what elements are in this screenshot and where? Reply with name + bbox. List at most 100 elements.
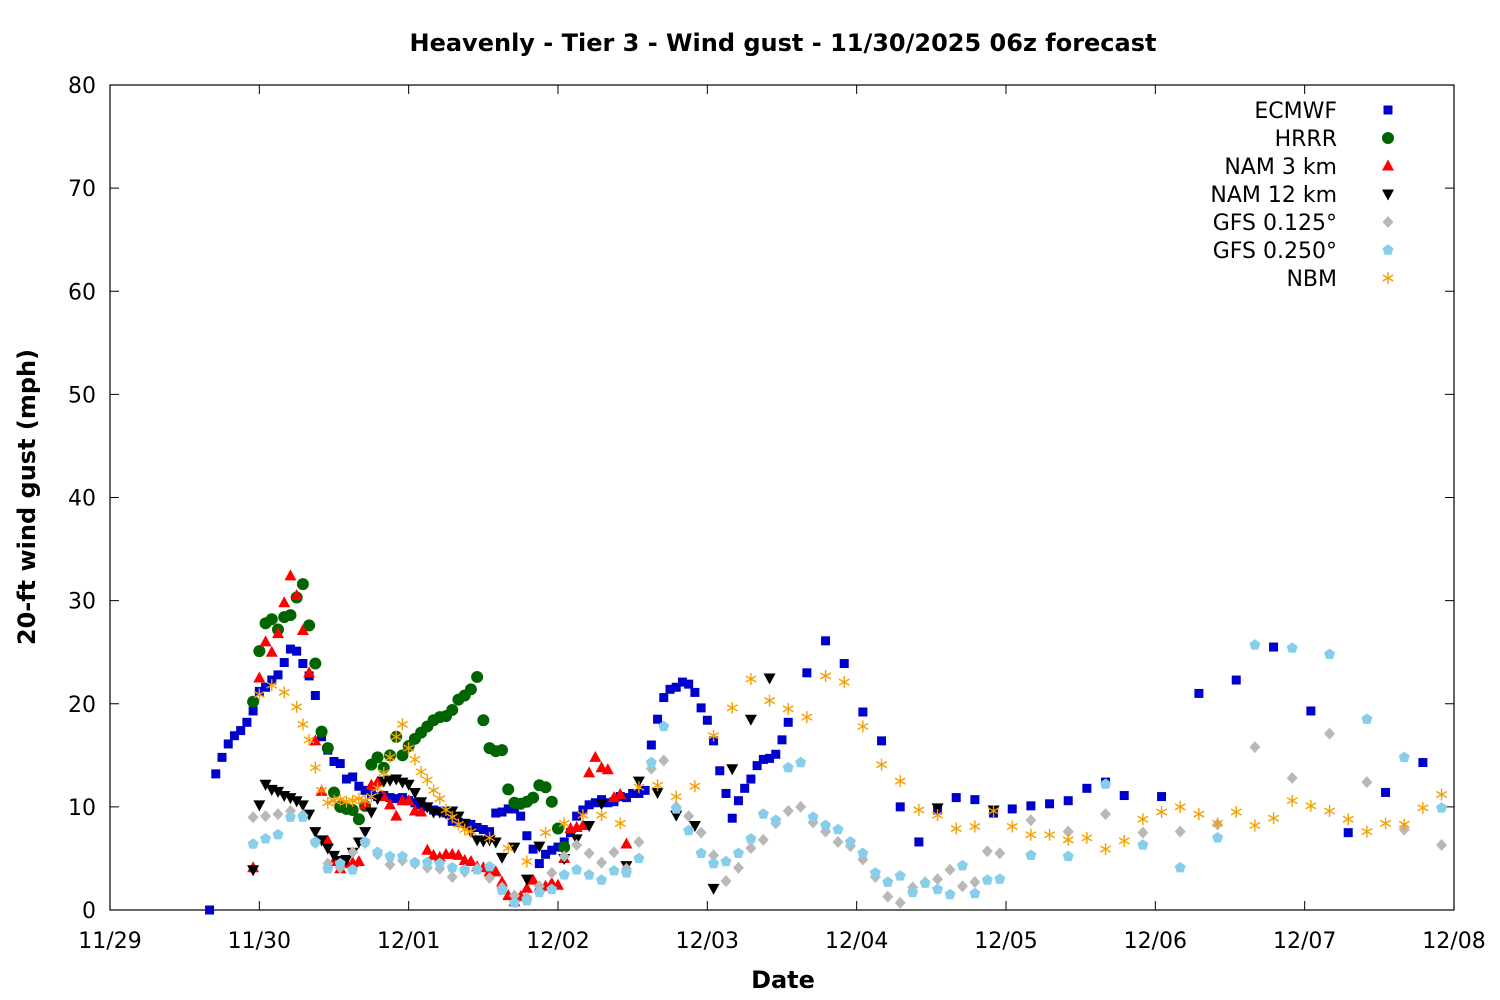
nam-3-km-point: [589, 750, 602, 762]
y-tick-label: 70: [68, 177, 96, 202]
nbm-point: [988, 805, 1000, 817]
nam-3-km-point: [278, 596, 291, 608]
ecmwf-point: [1306, 706, 1316, 716]
ecmwf-point: [478, 825, 488, 835]
ecmwf-point: [590, 798, 600, 808]
ecmwf-point: [821, 636, 831, 646]
gfs-0-125-point: [272, 808, 284, 821]
ecmwf-point: [696, 703, 706, 713]
nam-12-km-point: [726, 764, 739, 776]
legend-marker-nam-12-km: [1382, 189, 1394, 201]
nam-12-km-point: [520, 874, 533, 886]
ecmwf-point: [1026, 801, 1036, 811]
hrrr-point: [296, 578, 309, 591]
gfs-0-125-point: [633, 835, 645, 848]
nam-12-km-point: [296, 800, 309, 812]
nam-3-km-point: [309, 734, 322, 746]
gfs-0-250-point: [347, 863, 359, 875]
nbm-point: [1361, 825, 1373, 838]
ecmwf-point: [1119, 791, 1129, 801]
nam-12-km-point: [583, 820, 596, 832]
x-axis: 11/29 11/30 12/01 12/02 12/03 12/04 12/05 12/06…: [78, 85, 1486, 954]
ecmwf-point: [752, 761, 762, 771]
gfs-0-125-point: [1436, 839, 1448, 852]
gfs-0-125-point: [347, 846, 359, 859]
nbm-point: [577, 809, 589, 822]
nbm-point: [726, 701, 738, 714]
nam-12-km-point: [402, 779, 415, 791]
nam-12-km-point: [328, 850, 340, 862]
ecmwf-point: [1007, 804, 1017, 814]
nbm-point: [820, 669, 832, 682]
gfs-0-125-point: [882, 890, 894, 903]
nbm-point: [745, 673, 757, 685]
nam-3-km-point: [259, 635, 272, 647]
ecmwf-point: [335, 759, 345, 769]
ecmwf-point: [659, 693, 669, 703]
nam-12-km-point: [651, 787, 664, 799]
ecmwf-point: [310, 691, 320, 700]
legend-label-gfs-0-125: GFS 0.125°: [1213, 211, 1337, 236]
nbm-point: [353, 792, 365, 805]
gfs-0-125-point: [583, 847, 595, 860]
y-axis: 0 10 20 30 40 50 60 70 80: [68, 74, 1454, 924]
gfs-0-250-point: [571, 863, 583, 875]
legend-label-gfs-0-250: GFS 0.250°: [1213, 239, 1337, 264]
nbm-point: [1212, 817, 1224, 830]
series-layer: [205, 569, 1448, 915]
ecmwf-point: [329, 757, 339, 766]
gfs-0-125-point: [1174, 825, 1186, 838]
gfs-0-125-point: [247, 811, 259, 824]
gfs-0-250-point: [471, 863, 483, 875]
nam-12-km-point: [415, 797, 428, 809]
gfs-0-125-point: [932, 873, 944, 886]
nbm-point: [421, 774, 433, 787]
nbm-point: [434, 792, 446, 805]
hrrr-point: [309, 657, 322, 670]
gfs-0-125-point: [558, 850, 570, 863]
hrrr-point: [527, 791, 540, 804]
x-tick-label: 12/08: [1422, 929, 1485, 954]
ecmwf-point: [503, 804, 513, 814]
x-tick-label: 12/03: [676, 929, 739, 954]
nbm-point: [1398, 818, 1410, 831]
nam-12-km-point: [371, 794, 384, 806]
ecmwf-point: [727, 813, 737, 823]
gfs-0-125-point: [745, 842, 757, 855]
y-tick-label: 10: [68, 796, 96, 821]
ecmwf-point: [839, 659, 849, 669]
nbm-point: [409, 753, 421, 766]
ecmwf-point: [783, 717, 793, 727]
ecmwf-point: [671, 682, 681, 692]
ecmwf-point: [1231, 675, 1241, 685]
nbm-point: [801, 711, 813, 724]
gfs-0-125-point: [956, 880, 968, 893]
hrrr-point: [328, 786, 340, 799]
nam-12-km-point: [595, 799, 608, 811]
gfs-0-125-point: [1062, 825, 1074, 838]
hrrr-point: [545, 795, 558, 808]
gfs-0-250-point: [633, 852, 645, 864]
ecmwf-point: [298, 659, 308, 669]
gfs-0-250-point: [583, 869, 595, 880]
ecmwf-point: [354, 781, 364, 791]
gfs-0-250-point: [459, 863, 471, 875]
gfs-0-250-point: [359, 836, 371, 847]
nbm-point: [614, 817, 626, 830]
gfs-0-125-point: [981, 845, 993, 858]
hrrr-point: [247, 695, 260, 708]
hrrr-point: [471, 670, 484, 683]
nam-12-km-point: [259, 779, 272, 791]
legend-marker-gfs-0-125: [1382, 216, 1394, 228]
ecmwf-point: [229, 731, 239, 741]
gfs-0-250-point: [807, 811, 819, 822]
nbm-point: [384, 751, 396, 764]
hrrr-point: [464, 683, 477, 696]
gfs-0-250-point: [708, 857, 720, 869]
gfs-0-125-point: [1324, 727, 1336, 740]
series-gfs-0-250: [247, 639, 1448, 908]
gfs-0-250-point: [260, 833, 272, 844]
hrrr-point: [496, 744, 508, 757]
